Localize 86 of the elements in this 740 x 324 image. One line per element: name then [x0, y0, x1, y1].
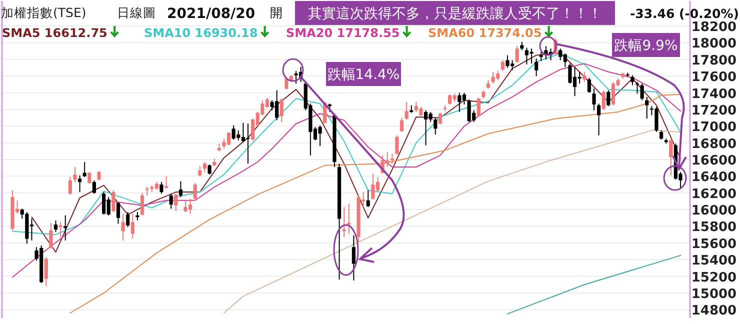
candlestick — [645, 96, 649, 120]
candlestick — [174, 193, 178, 212]
y-tick-label: 16400 — [691, 170, 737, 186]
candlestick — [78, 174, 82, 193]
candlestick — [73, 166, 77, 183]
annotation: -33.46 (-0.20%) — [630, 6, 739, 21]
chart-title: 加權指數(TSE) — [1, 5, 86, 20]
candlestick — [438, 112, 442, 125]
candlestick — [659, 130, 664, 140]
candlestick — [515, 46, 519, 64]
text: SMA60 17374.05 — [428, 26, 542, 40]
candlestick — [582, 71, 586, 82]
candlestick — [169, 193, 173, 210]
annotation: 2021/08/20 — [167, 6, 256, 22]
text: SMA10 16930.18 — [144, 26, 258, 40]
text: SMA5 16612.75 — [2, 26, 108, 40]
y-tick-label: 17000 — [691, 120, 737, 136]
candlestick — [602, 90, 606, 111]
candlestick — [539, 51, 543, 62]
annotation: 其實這次跌得不多，只是緩跌讓人受不了！！！ — [308, 6, 602, 22]
chart-subtitle: 日線圖 — [117, 5, 156, 20]
y-tick-label: 15600 — [691, 236, 737, 252]
candlestick — [606, 90, 610, 107]
candlestick — [116, 202, 120, 224]
y-tick-label: 15000 — [691, 286, 737, 302]
candlestick — [635, 81, 640, 94]
candlestick — [49, 222, 53, 250]
annotation: 開 — [270, 5, 283, 20]
y-tick-label: 18000 — [691, 36, 737, 52]
candlestick — [92, 180, 96, 194]
candlestick — [68, 176, 72, 196]
candlestick — [640, 83, 644, 101]
candlestick — [140, 192, 144, 216]
candlestick — [198, 166, 202, 177]
candlestick — [390, 153, 394, 164]
y-tick-label: 15400 — [691, 254, 737, 269]
y-tick-label: 16600 — [691, 154, 737, 168]
candlestick — [630, 74, 634, 86]
candlestick — [500, 60, 504, 72]
candlestick — [395, 134, 399, 155]
y-tick-label: 17400 — [691, 86, 737, 102]
candlestick — [534, 58, 538, 77]
candlestick — [54, 220, 58, 233]
candlestick — [64, 214, 68, 241]
y-tick-label: 17200 — [691, 103, 737, 118]
candlestick — [178, 180, 182, 198]
candlestick — [208, 164, 212, 176]
annotation: 跌幅9.9% — [614, 38, 678, 54]
candlestick — [58, 222, 62, 238]
candlestick — [404, 101, 408, 120]
y-tick-label: 16200 — [691, 186, 737, 202]
candlestick — [121, 213, 125, 241]
candlestick — [88, 172, 92, 184]
candlestick — [202, 162, 207, 173]
y-tick-label: 14800 — [691, 304, 737, 319]
candlestick — [126, 212, 130, 228]
candlestick — [130, 213, 134, 240]
candlestick — [669, 138, 673, 176]
y-tick-label: 16800 — [691, 136, 737, 152]
line-series — [12, 63, 682, 278]
candlestick — [352, 234, 356, 281]
candlestick — [597, 103, 601, 136]
candlestick — [366, 190, 370, 208]
candlestick — [160, 182, 164, 194]
annotation: 跌幅14.4% — [327, 67, 400, 83]
candlestick — [476, 97, 480, 118]
candlestick — [97, 170, 101, 181]
candlestick — [280, 98, 284, 122]
y-tick-label: 18200 — [691, 20, 737, 36]
candlestick — [164, 176, 168, 190]
y-tick-label: 17800 — [691, 53, 737, 68]
y-tick-label: 16000 — [691, 204, 737, 219]
candlestick — [44, 256, 48, 287]
candlestick — [145, 186, 149, 196]
text: SMA20 17178.55 — [286, 26, 400, 40]
y-tick-label: 15200 — [691, 270, 737, 286]
line-series — [223, 130, 682, 314]
candlestick — [434, 117, 438, 135]
candlestick — [193, 182, 197, 200]
candlestick — [400, 117, 404, 132]
candlestick — [592, 88, 596, 111]
candlestick — [587, 77, 591, 94]
y-tick-label: 17600 — [691, 70, 737, 86]
candlestick — [112, 190, 116, 213]
y-tick-label: 15800 — [691, 220, 737, 236]
line-series — [70, 94, 682, 314]
